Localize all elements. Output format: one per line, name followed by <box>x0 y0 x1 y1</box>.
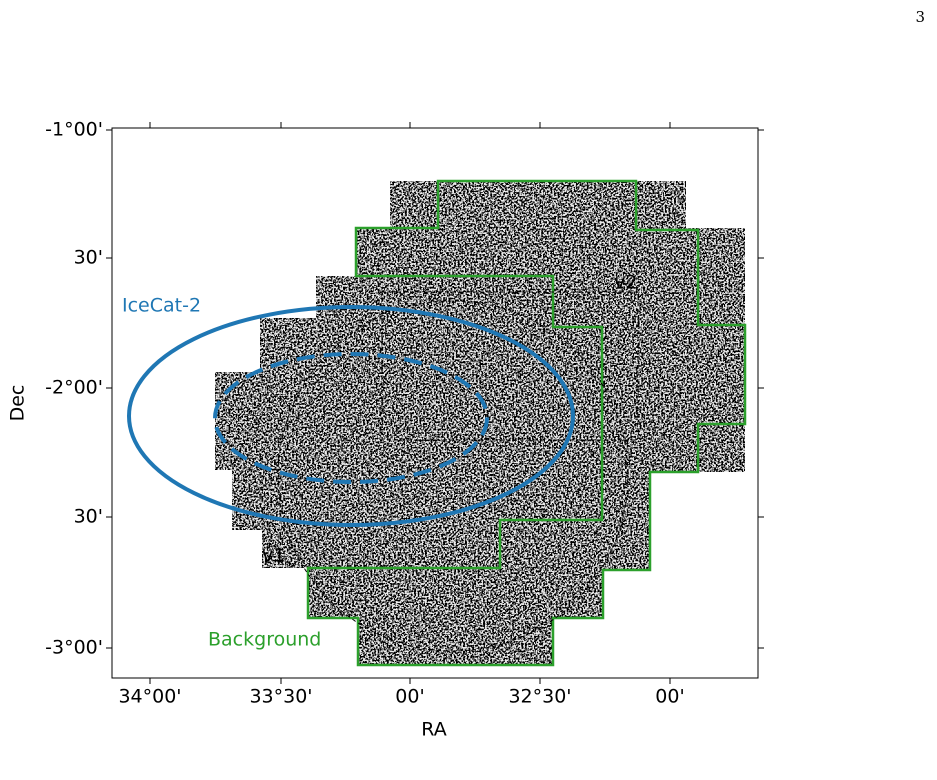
page-number: 3 <box>915 8 925 26</box>
icecat-label: IceCat-2 <box>122 295 201 317</box>
x-axis-label: RA <box>421 719 446 741</box>
y-axis-label: Dec <box>7 385 29 422</box>
icecat-50-contour <box>213 352 489 484</box>
y-tick-label: -2°00' <box>45 377 103 399</box>
icecat-90-contour <box>127 305 575 527</box>
y-tick-label: 30' <box>74 247 103 269</box>
ticks: 34°00' 33°30' 00' 32°30' 00' -1°00' 30' -2°00' 3… <box>45 119 764 708</box>
v2-box <box>381 291 639 441</box>
sky-image <box>215 181 745 665</box>
background-region <box>306 179 747 667</box>
x-tick-label: 32°30' <box>508 686 571 708</box>
axes-frame <box>111 127 759 679</box>
x-tick-label: 00' <box>395 686 424 708</box>
y-tick-label: 30' <box>74 506 103 528</box>
v1-label: v1 <box>262 545 285 567</box>
x-tick-label: 33°30' <box>249 686 312 708</box>
x-tick-label: 00' <box>655 686 684 708</box>
y-tick-label: -1°00' <box>45 119 103 141</box>
v1-circle <box>277 300 629 652</box>
v2-label: v2 <box>614 272 637 294</box>
x-tick-label: 34°00' <box>118 686 181 708</box>
background-label: Background <box>208 629 321 651</box>
y-tick-label: -3°00' <box>45 637 103 659</box>
